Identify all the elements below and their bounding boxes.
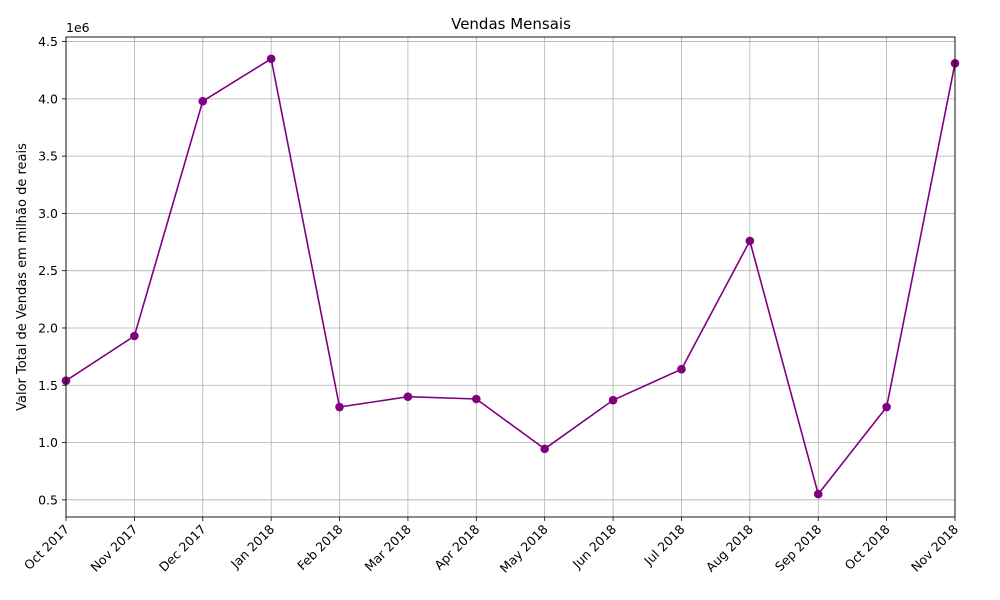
x-tick-label: Feb 2018	[294, 521, 346, 573]
y-tick-label: 2.0	[38, 320, 58, 335]
data-point	[608, 395, 618, 405]
plot-frame	[65, 36, 956, 518]
y-tick-label: 1.0	[38, 435, 58, 450]
x-tick-label: Oct 2018	[842, 521, 893, 572]
x-tick-label: May 2018	[497, 521, 551, 575]
axes-layer	[62, 36, 956, 521]
data-point	[266, 54, 276, 64]
y-tick-label: 3.0	[38, 206, 58, 221]
x-tick-label: Jan 2018	[227, 521, 277, 571]
x-tick-label: Jul 2018	[640, 521, 687, 568]
data-point	[813, 489, 823, 499]
data-point	[130, 331, 139, 341]
x-tick-label: Nov 2018	[908, 521, 961, 574]
series-layer	[61, 54, 960, 499]
x-tick-label: Apr 2018	[431, 521, 482, 572]
y-tick-label: 4.0	[38, 91, 58, 106]
grid-layer	[65, 37, 956, 517]
x-tick-label: Nov 2017	[87, 522, 140, 575]
x-tick-label: Sep 2018	[772, 521, 825, 574]
x-tick-label: Dec 2017	[156, 522, 209, 575]
series-line	[65, 57, 956, 496]
data-point	[745, 236, 755, 246]
y-tick-label: 3.5	[38, 149, 58, 164]
y-axis-offset-label: 1e6	[66, 20, 90, 35]
y-tick-label: 0.5	[38, 492, 58, 507]
x-tick-label: Mar 2018	[361, 521, 414, 574]
chart-title: Vendas Mensais	[451, 15, 571, 33]
x-tick-label: Aug 2018	[703, 521, 756, 574]
y-tick-label: 4.5	[38, 34, 58, 49]
y-tick-label: 2.5	[38, 263, 58, 278]
x-tick-label: Oct 2017	[21, 522, 72, 573]
data-point	[472, 394, 481, 404]
y-tick-label: 1.5	[38, 378, 58, 393]
data-point	[335, 402, 344, 412]
data-point	[882, 402, 891, 412]
x-tick-label: Jun 2018	[569, 521, 619, 571]
data-point	[198, 96, 208, 106]
y-axis-title: Valor Total de Vendas em milhão de reais	[15, 143, 30, 411]
data-point	[540, 444, 549, 454]
data-point	[677, 364, 686, 374]
data-point	[403, 392, 413, 402]
